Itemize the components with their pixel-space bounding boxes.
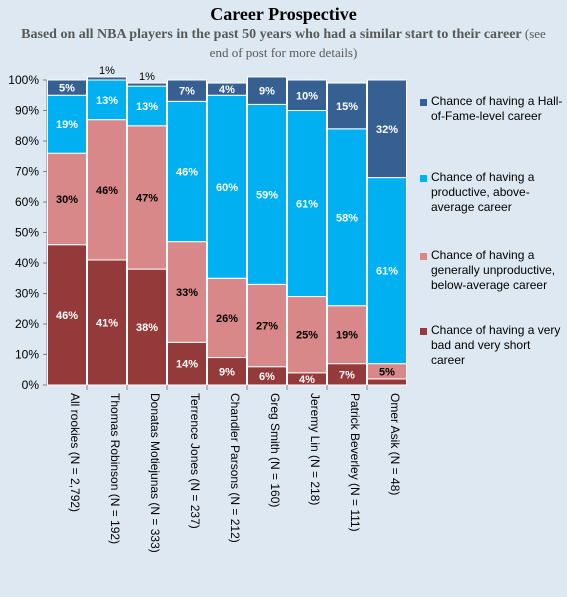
chart-title: Career Prospective bbox=[210, 4, 357, 24]
bar-segment bbox=[47, 244, 87, 386]
y-tick-label: 70% bbox=[15, 165, 39, 179]
bar-segment bbox=[87, 76, 127, 81]
subtitle-main: Based on all NBA players in the past 50 … bbox=[21, 27, 522, 42]
data-label: 41% bbox=[96, 317, 118, 329]
data-label: 7% bbox=[339, 369, 355, 381]
data-label: 5% bbox=[59, 83, 75, 95]
y-tick-label: 0% bbox=[22, 378, 40, 392]
bar-segment bbox=[167, 100, 207, 243]
bar-segment bbox=[87, 119, 127, 261]
data-label: 30% bbox=[56, 194, 78, 206]
bar-segment bbox=[287, 110, 327, 298]
data-label: 7% bbox=[179, 86, 195, 98]
category-label: Jeremy Lin (N = 218) bbox=[308, 393, 322, 505]
bar-segment bbox=[287, 79, 327, 111]
y-tick-label: 30% bbox=[15, 287, 39, 301]
data-label: 46% bbox=[56, 310, 78, 322]
bar-segment bbox=[287, 296, 327, 374]
category-label: Chandler Parsons (N = 212) bbox=[228, 393, 242, 543]
data-label: 14% bbox=[176, 359, 198, 371]
bar-segment bbox=[327, 128, 367, 307]
data-label: 32% bbox=[376, 124, 398, 136]
data-label: 46% bbox=[176, 167, 198, 179]
data-label: 4% bbox=[299, 374, 315, 386]
bar-segment bbox=[247, 76, 287, 105]
data-label: 26% bbox=[216, 313, 238, 325]
data-label: 38% bbox=[136, 322, 158, 334]
y-tick-label: 10% bbox=[15, 348, 39, 362]
category-label: Terrence Jones (N = 237) bbox=[188, 393, 202, 529]
bar-segment bbox=[87, 259, 127, 386]
category-label: Patrick Beverley (N = 111) bbox=[348, 393, 362, 532]
data-label: 25% bbox=[296, 330, 318, 342]
legend-swatch bbox=[420, 99, 427, 106]
bar-segment bbox=[367, 378, 407, 386]
data-label: 15% bbox=[336, 101, 358, 113]
data-label: 46% bbox=[96, 185, 118, 197]
bar-segment bbox=[87, 79, 127, 121]
y-tick-label: 80% bbox=[15, 134, 39, 148]
bar-segment bbox=[167, 341, 207, 386]
category-label: Thomas Robinson (N = 192) bbox=[108, 393, 122, 544]
data-label: 6% bbox=[259, 371, 275, 383]
legend-label: Chance of having a very bad and very sho… bbox=[431, 323, 561, 367]
legend-swatch bbox=[420, 328, 427, 335]
data-label: 4% bbox=[219, 84, 235, 96]
y-tick-label: 90% bbox=[15, 104, 39, 118]
category-label: Greg Smith (N = 160) bbox=[268, 393, 282, 507]
data-label: 13% bbox=[96, 95, 118, 107]
legend-swatch bbox=[420, 253, 427, 260]
data-label: 60% bbox=[216, 182, 238, 194]
data-label: 10% bbox=[296, 90, 318, 102]
bar-segment bbox=[127, 268, 167, 386]
y-tick-label: 60% bbox=[15, 195, 39, 209]
bar-segment bbox=[207, 82, 247, 96]
data-label: 19% bbox=[56, 119, 78, 131]
bar-segment bbox=[327, 82, 367, 130]
legend-label: Chance of having a productive, above-ave… bbox=[431, 170, 535, 214]
bar-segment bbox=[367, 177, 407, 365]
data-label: 1% bbox=[99, 65, 115, 77]
bar-segment bbox=[207, 94, 247, 279]
data-label: 1% bbox=[139, 71, 155, 83]
category-label: Donatas Motiejunas (N = 333) bbox=[148, 393, 162, 553]
data-label: 9% bbox=[259, 86, 275, 98]
y-tick-label: 100% bbox=[8, 73, 39, 87]
data-label: 19% bbox=[336, 330, 358, 342]
bar-segment bbox=[127, 82, 167, 87]
data-label: 5% bbox=[379, 366, 395, 378]
y-tick-label: 40% bbox=[15, 256, 39, 270]
data-label: 58% bbox=[336, 212, 358, 224]
bar-segment bbox=[167, 241, 207, 343]
data-label: 61% bbox=[296, 199, 318, 211]
y-tick-label: 50% bbox=[15, 226, 39, 240]
subtitle-note: (see end of post for more details) bbox=[209, 26, 546, 60]
bar-segment bbox=[127, 85, 167, 127]
data-label: 9% bbox=[219, 366, 235, 378]
data-label: 13% bbox=[136, 101, 158, 113]
legend-label: Chance of having a generally unproductiv… bbox=[431, 248, 556, 292]
data-label: 59% bbox=[256, 189, 278, 201]
data-label: 33% bbox=[176, 287, 198, 299]
y-tick-label: 20% bbox=[15, 317, 39, 331]
bar-segment bbox=[207, 357, 247, 386]
bar-segment bbox=[367, 79, 407, 179]
bar-segment bbox=[127, 125, 167, 270]
data-label: 47% bbox=[136, 192, 158, 204]
bar-segment bbox=[167, 79, 207, 102]
bar-segment bbox=[47, 152, 87, 246]
category-label: Omer Asik (N = 48) bbox=[388, 393, 402, 495]
legend-swatch bbox=[420, 175, 427, 182]
data-label: 27% bbox=[256, 321, 278, 333]
category-label: All rookies (N = 2,792) bbox=[68, 393, 82, 512]
legend-label: Chance of having a Hall-of-Fame-level ca… bbox=[431, 94, 563, 123]
bar-segment bbox=[47, 79, 87, 96]
bar-segment bbox=[47, 94, 87, 154]
chart-subtitle: Based on all NBA players in the past 50 … bbox=[20, 25, 547, 63]
data-label: 61% bbox=[376, 266, 398, 278]
